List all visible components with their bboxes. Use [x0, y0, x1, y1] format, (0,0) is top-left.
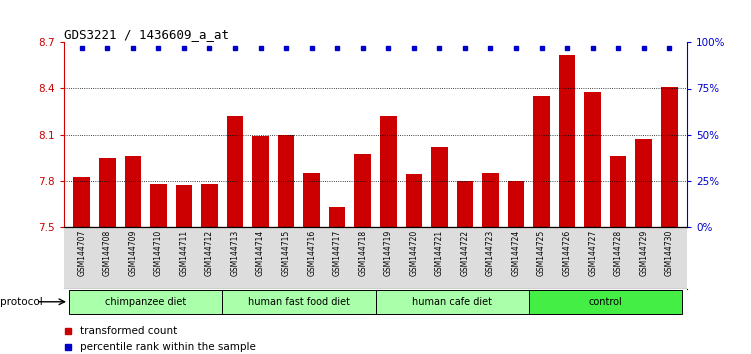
Bar — [508, 181, 524, 227]
Bar — [176, 185, 192, 227]
Text: GSM144722: GSM144722 — [460, 230, 469, 276]
Bar — [457, 181, 473, 227]
Bar — [661, 87, 677, 227]
Bar — [201, 184, 218, 227]
Bar — [406, 175, 422, 227]
Text: human cafe diet: human cafe diet — [412, 297, 492, 307]
Text: control: control — [589, 297, 623, 307]
Bar — [431, 147, 448, 227]
Text: GSM144720: GSM144720 — [409, 230, 418, 276]
Text: GSM144717: GSM144717 — [333, 230, 342, 276]
Text: GSM144707: GSM144707 — [77, 230, 86, 276]
Text: chimpanzee diet: chimpanzee diet — [105, 297, 186, 307]
Bar — [635, 139, 652, 227]
Text: GSM144725: GSM144725 — [537, 230, 546, 276]
Text: percentile rank within the sample: percentile rank within the sample — [80, 342, 256, 352]
FancyBboxPatch shape — [222, 290, 376, 314]
Text: GSM144721: GSM144721 — [435, 230, 444, 276]
Text: GSM144723: GSM144723 — [486, 230, 495, 276]
FancyBboxPatch shape — [69, 290, 222, 314]
Bar — [354, 154, 371, 227]
Bar — [533, 96, 550, 227]
Bar — [227, 116, 243, 227]
Bar — [278, 135, 294, 227]
Text: GSM144727: GSM144727 — [588, 230, 597, 276]
Bar — [329, 207, 345, 227]
Text: GSM144709: GSM144709 — [128, 230, 137, 276]
Bar — [380, 116, 397, 227]
Bar — [303, 173, 320, 227]
Bar — [482, 173, 499, 227]
Bar — [74, 177, 90, 227]
Bar — [99, 158, 116, 227]
Text: GSM144708: GSM144708 — [103, 230, 112, 276]
Bar — [559, 55, 575, 227]
Text: GSM144730: GSM144730 — [665, 230, 674, 276]
Text: GSM144711: GSM144711 — [179, 230, 189, 276]
Text: GSM144718: GSM144718 — [358, 230, 367, 276]
Text: human fast food diet: human fast food diet — [248, 297, 350, 307]
Text: GSM144713: GSM144713 — [231, 230, 240, 276]
Text: GSM144714: GSM144714 — [256, 230, 265, 276]
Bar — [252, 136, 269, 227]
Text: GSM144710: GSM144710 — [154, 230, 163, 276]
Bar — [125, 156, 141, 227]
Text: GSM144715: GSM144715 — [282, 230, 291, 276]
Text: transformed count: transformed count — [80, 326, 177, 336]
Bar — [150, 184, 167, 227]
Text: GSM144712: GSM144712 — [205, 230, 214, 276]
Text: protocol: protocol — [0, 297, 43, 307]
Text: GSM144728: GSM144728 — [614, 230, 623, 276]
Text: GSM144719: GSM144719 — [384, 230, 393, 276]
Text: GSM144716: GSM144716 — [307, 230, 316, 276]
Text: GSM144724: GSM144724 — [511, 230, 520, 276]
Text: GSM144726: GSM144726 — [562, 230, 572, 276]
Text: GDS3221 / 1436609_a_at: GDS3221 / 1436609_a_at — [64, 28, 229, 41]
Text: GSM144729: GSM144729 — [639, 230, 648, 276]
Bar — [610, 156, 626, 227]
FancyBboxPatch shape — [376, 290, 529, 314]
FancyBboxPatch shape — [529, 290, 682, 314]
Bar — [584, 92, 601, 227]
